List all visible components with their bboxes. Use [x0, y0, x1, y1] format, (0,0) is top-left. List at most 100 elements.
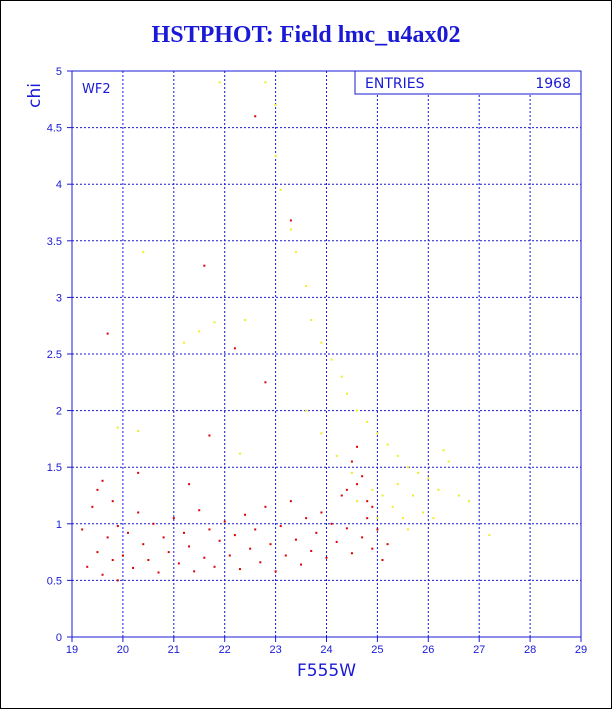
data-point — [157, 571, 160, 574]
data-point — [274, 154, 277, 157]
data-point — [218, 539, 221, 542]
y-tick-label: 0 — [56, 632, 62, 644]
data-point — [218, 81, 221, 84]
data-point — [244, 319, 247, 322]
data-point — [376, 432, 379, 435]
data-point — [447, 460, 450, 463]
data-point — [371, 505, 374, 508]
data-point — [340, 494, 343, 497]
data-point — [300, 563, 303, 566]
data-point — [361, 536, 364, 539]
data-point — [310, 549, 313, 552]
data-point — [457, 494, 460, 497]
data-point — [412, 494, 415, 497]
data-point — [111, 559, 114, 562]
data-point — [264, 81, 267, 84]
data-point — [182, 531, 185, 534]
data-point — [274, 103, 277, 106]
x-tick-label: 23 — [269, 644, 281, 656]
data-point — [238, 452, 241, 455]
data-point — [91, 505, 94, 508]
data-point — [345, 392, 348, 395]
data-point — [152, 522, 155, 525]
data-point — [325, 556, 328, 559]
axis-ticks: 19 20 21 22 23 24 25 26 27 28 29 0 0.5 1 1.5 2 2.5 3 3.5 4 4… — [47, 66, 587, 656]
data-point — [279, 188, 282, 191]
data-point — [188, 545, 191, 548]
data-point — [101, 479, 104, 482]
data-point — [274, 570, 277, 573]
data-point — [335, 454, 338, 457]
data-point — [284, 554, 287, 557]
data-point — [162, 536, 165, 539]
data-point — [305, 285, 308, 288]
data-point — [259, 561, 262, 564]
data-point — [96, 488, 99, 491]
y-tick-label: 1 — [56, 519, 62, 531]
data-point — [132, 566, 135, 569]
data-point — [177, 562, 180, 565]
data-point — [147, 559, 150, 562]
data-point — [391, 505, 394, 508]
data-point — [422, 511, 425, 514]
data-point — [233, 534, 236, 537]
data-point — [264, 505, 267, 508]
data-point — [386, 443, 389, 446]
data-point — [320, 511, 323, 514]
data-point — [142, 251, 145, 254]
data-point — [406, 528, 409, 531]
data-point — [442, 449, 445, 452]
x-tick-label: 20 — [117, 644, 129, 656]
data-point — [366, 500, 369, 503]
data-point — [294, 538, 297, 541]
data-point — [356, 445, 359, 448]
data-point — [289, 228, 292, 231]
data-point — [208, 434, 211, 437]
data-point — [172, 517, 175, 520]
data-point — [406, 466, 409, 469]
data-point — [106, 536, 109, 539]
x-tick-label: 24 — [320, 644, 332, 656]
stats-box-frame — [354, 70, 582, 95]
chart-title: HSTPHOT: Field lmc_u4ax02 — [151, 22, 461, 48]
data-point — [345, 527, 348, 530]
data-point — [305, 409, 308, 412]
x-tick-label: 19 — [66, 644, 78, 656]
data-point — [488, 534, 491, 537]
data-point — [96, 551, 99, 554]
data-point — [386, 543, 389, 546]
data-point — [279, 525, 282, 528]
data-point — [417, 471, 420, 474]
data-point — [371, 547, 374, 550]
data-point — [437, 488, 440, 491]
stats-box: ENTRIES 1968 — [354, 70, 582, 95]
data-point — [269, 543, 272, 546]
data-point — [244, 513, 247, 516]
y-tick-label: 5 — [56, 66, 62, 78]
y-tick-label: 3.5 — [47, 236, 62, 248]
data-point — [310, 319, 313, 322]
data-point — [208, 528, 211, 531]
data-point — [356, 409, 359, 412]
data-point — [356, 483, 359, 486]
data-point — [289, 219, 292, 222]
y-tick-label: 4 — [56, 179, 62, 191]
x-axis-label: F555W — [297, 661, 356, 681]
data-point — [320, 432, 323, 435]
data-point — [223, 520, 226, 523]
data-point — [142, 543, 145, 546]
data-point — [198, 330, 201, 333]
data-point — [254, 115, 257, 118]
data-point — [356, 500, 359, 503]
data-point — [376, 517, 379, 520]
data-point — [371, 488, 374, 491]
data-point — [213, 565, 216, 568]
data-point — [188, 483, 191, 486]
y-axis-label: chi — [25, 83, 45, 108]
data-point — [116, 579, 119, 582]
data-point — [432, 517, 435, 520]
data-point — [254, 528, 257, 531]
y-tick-label: 1.5 — [47, 462, 62, 474]
data-point — [238, 568, 241, 571]
data-point — [427, 477, 430, 480]
